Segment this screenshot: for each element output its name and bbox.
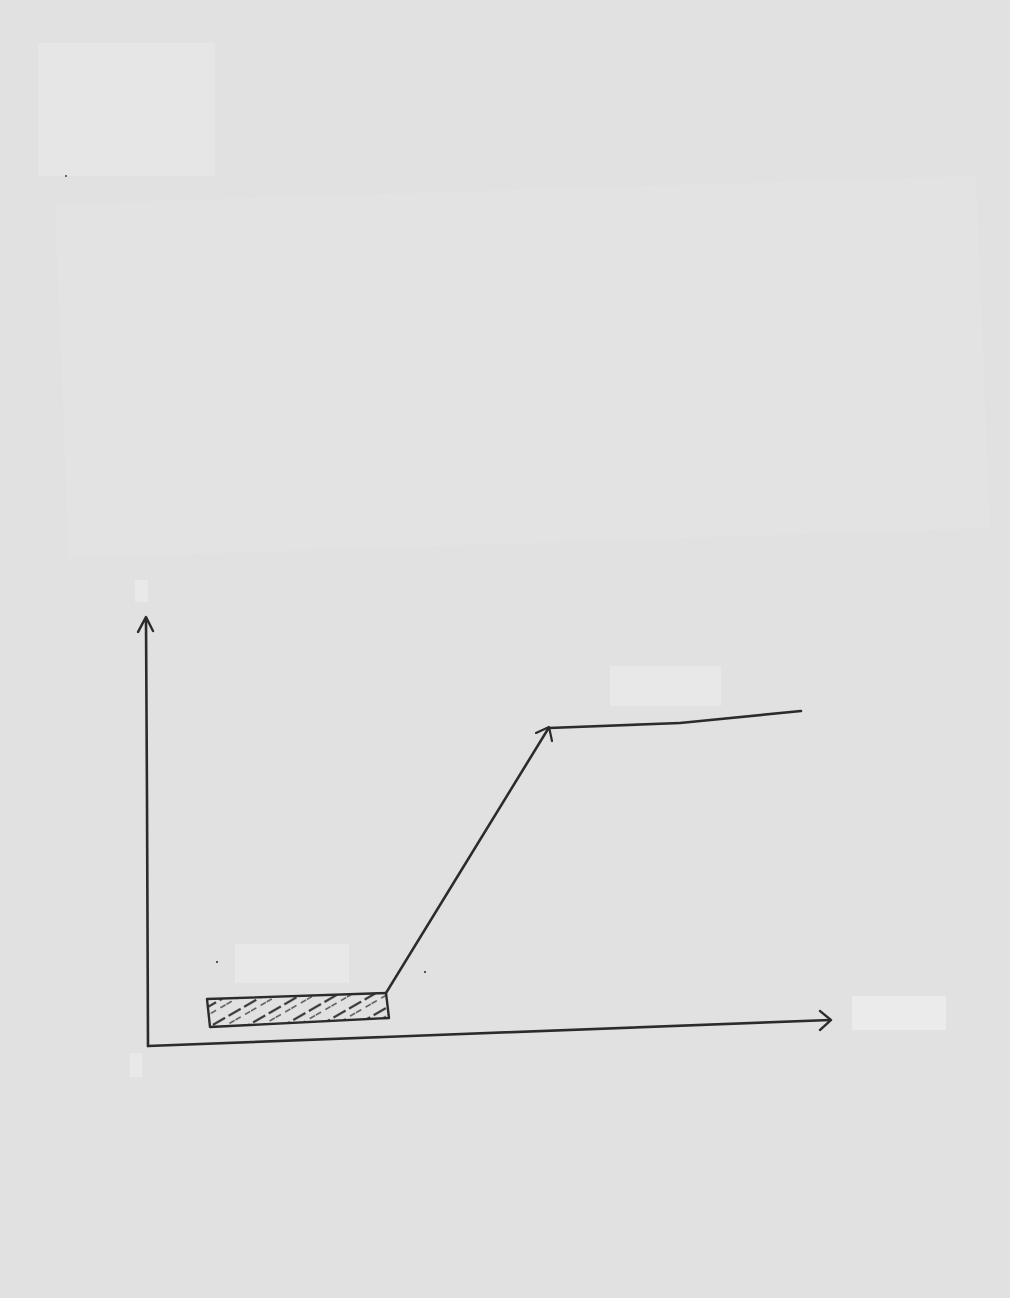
peak-label [610, 666, 721, 706]
function-curve [384, 709, 803, 995]
x-axis-label [852, 996, 946, 1030]
x-axis [146, 1009, 833, 1048]
y-axis [136, 615, 155, 1048]
x-axis-arrowhead [818, 1009, 833, 1032]
stray-mark [215, 960, 219, 964]
hatched-region-label [235, 944, 349, 983]
origin-label [130, 1053, 142, 1077]
stray-mark [423, 970, 427, 974]
hatched-region [205, 991, 391, 1029]
y-axis-label [135, 580, 148, 602]
plateau [547, 709, 803, 730]
y-axis-arrowhead [136, 615, 155, 634]
stray-mark [65, 175, 67, 177]
redacted-text-block [55, 176, 990, 558]
redacted-header-block [38, 43, 215, 176]
